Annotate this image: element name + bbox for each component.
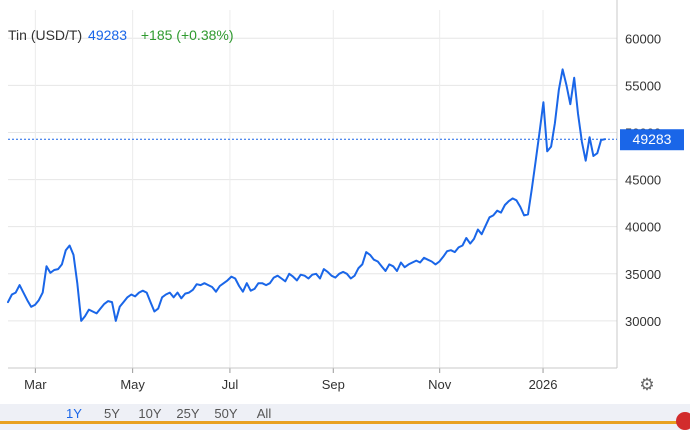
gear-icon[interactable]: ⚙ [639, 375, 655, 394]
axes: 30000350004000045000500005500060000MarMa… [8, 0, 661, 392]
range-button-1y[interactable]: 1Y [66, 406, 82, 421]
x-tick-label: May [120, 377, 145, 392]
range-toolbar: 1Y 5Y 10Y 25Y 50Y All [0, 404, 690, 430]
y-tick-label: 60000 [625, 31, 661, 46]
x-tick-label: Jul [222, 377, 239, 392]
toolbar-edge [0, 421, 690, 424]
series-layer [7, 68, 606, 322]
range-button-25y[interactable]: 25Y [176, 406, 200, 421]
current-price-tag [620, 129, 684, 151]
legend-label: Tin (USD/T) [8, 27, 83, 43]
y-tick-label: 55000 [625, 78, 661, 93]
chart: 30000350004000045000500005500060000MarMa… [7, 0, 684, 392]
grid [8, 10, 617, 373]
range-button-5y[interactable]: 5Y [104, 406, 120, 421]
legend-change: +185 (+0.38%) [140, 27, 234, 43]
x-tick-label: Sep [322, 377, 345, 392]
price-tag-layer: 49283 [8, 129, 684, 151]
y-tick-label: 40000 [625, 220, 661, 235]
current-price-label: 49283 [633, 131, 672, 147]
range-button-10y[interactable]: 10Y [138, 406, 162, 421]
chart-legend: Tin (USD/T) 49283 +185 (+0.38%) [8, 27, 234, 43]
range-button-50y[interactable]: 50Y [214, 406, 238, 421]
y-tick-label: 30000 [625, 314, 661, 329]
line-chart: 30000350004000045000500005500060000MarMa… [7, 0, 684, 392]
legend-price: 49283 [88, 27, 127, 43]
x-tick-label: Mar [24, 377, 47, 392]
y-tick-label: 45000 [625, 173, 661, 188]
range-buttons: 1Y 5Y 10Y 25Y 50Y All [55, 406, 283, 421]
x-tick-label: 2026 [529, 377, 558, 392]
notification-dot [676, 412, 690, 430]
x-tick-label: Nov [428, 377, 452, 392]
range-button-all[interactable]: All [256, 406, 272, 421]
y-tick-label: 35000 [625, 267, 661, 282]
series-line-0 [7, 68, 606, 322]
